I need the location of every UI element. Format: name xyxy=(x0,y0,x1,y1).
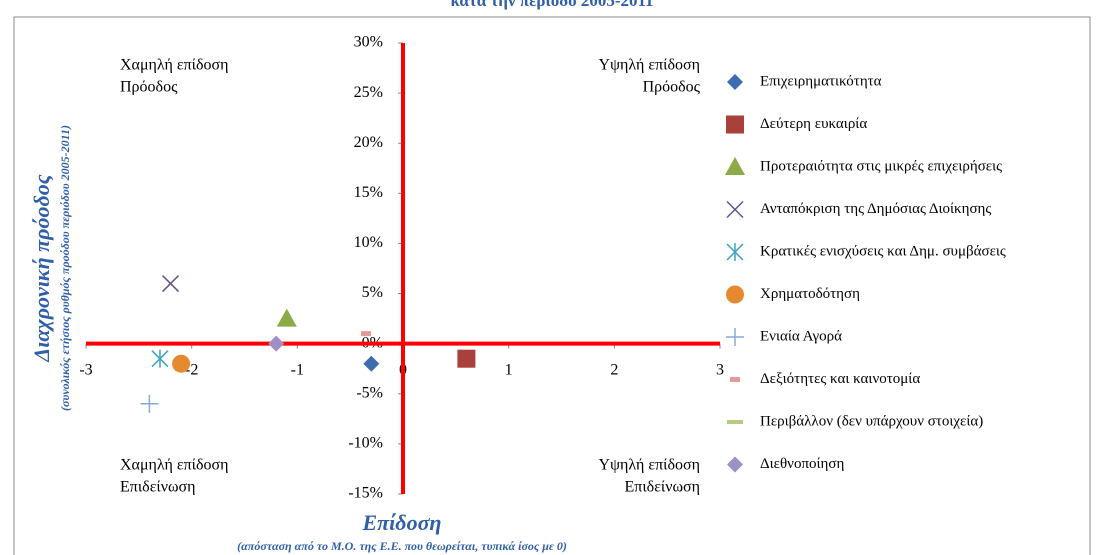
legend-label: Επιχειρηματικότητα xyxy=(760,73,882,89)
quadrant-label: Πρόοδος xyxy=(643,79,701,96)
legend-marker xyxy=(726,115,744,134)
legend-label: Δεύτερη ευκαιρία xyxy=(760,116,867,132)
marker-part xyxy=(727,456,743,473)
point xyxy=(151,349,169,368)
legend-label: Περιβάλλον (δεν υπάρχουν στοιχεία) xyxy=(760,413,983,429)
x-tick-label: -1 xyxy=(291,361,304,378)
y-tick-label: 10% xyxy=(354,234,383,251)
quadrant-label: Χαμηλή επίδοση xyxy=(120,57,229,74)
y-tick-label: 15% xyxy=(354,184,383,201)
y-tick-label: -10% xyxy=(348,435,383,452)
marker-part xyxy=(726,285,744,304)
y-tick-label: -15% xyxy=(348,485,383,502)
y-tick-label: -5% xyxy=(356,384,383,401)
y-tick-label: 20% xyxy=(354,134,383,151)
marker-part xyxy=(276,308,297,327)
marker-part xyxy=(726,200,744,219)
legend-label: Ανταπόκριση της Δημόσιας Διοίκησης xyxy=(760,201,991,217)
x-tick-label: -3 xyxy=(79,361,92,378)
marker-part xyxy=(162,275,180,293)
point xyxy=(276,308,297,327)
y-tick-label: 25% xyxy=(354,84,383,101)
x-tick-label: 2 xyxy=(610,361,618,378)
marker-part xyxy=(727,420,743,424)
legend-marker xyxy=(727,456,743,473)
quadrant-label: Επιδείνωση xyxy=(625,479,700,496)
x-tick-label: 1 xyxy=(505,361,513,378)
legend-label: Κρατικές ενισχύσεις και Δημ. συμβάσεις xyxy=(760,243,1006,259)
x-axis-title: Επίδοση xyxy=(362,510,442,535)
legend-marker xyxy=(726,200,744,219)
marker-part xyxy=(725,157,745,175)
legend-label: Διεθνοποίηση xyxy=(760,456,844,472)
point xyxy=(363,355,380,372)
quadrant-label: Πρόοδος xyxy=(120,79,178,96)
point xyxy=(172,354,191,373)
point xyxy=(457,349,476,368)
legend-label: Χρηματοδότηση xyxy=(760,286,860,302)
marker-part xyxy=(363,355,380,372)
legend-marker xyxy=(727,420,743,424)
legend-marker xyxy=(727,74,743,90)
point xyxy=(361,331,372,337)
chart-frame xyxy=(13,16,1091,555)
point xyxy=(162,275,180,293)
marker-part xyxy=(457,349,476,368)
x-tick-label: 3 xyxy=(716,361,724,378)
y-axis-subtitle: (συνολικός ετήσιος ρυθμός προόδου περιόδ… xyxy=(58,125,72,411)
legend-marker xyxy=(726,285,744,304)
chart-title: κατά την περίοδο 2005-2011 xyxy=(450,0,653,10)
marker-part xyxy=(172,354,191,373)
legend-label: Προτεραιότητα στις μικρές επιχειρήσεις xyxy=(760,158,1002,174)
legend-marker xyxy=(730,377,740,382)
quadrant-label: Υψηλή επίδοση xyxy=(598,457,700,474)
quadrant-label: Υψηλή επίδοση xyxy=(598,57,700,74)
marker-part xyxy=(361,331,372,337)
y-tick-label: 5% xyxy=(362,284,383,301)
legend-label: Δεξιότητες και καινοτομία xyxy=(760,371,920,387)
legend-label: Ενιαία Αγορά xyxy=(760,328,842,344)
point xyxy=(140,394,159,413)
quadrant-label: Χαμηλή επίδοση xyxy=(120,457,229,474)
marker-part xyxy=(268,335,285,352)
marker-part xyxy=(726,115,744,134)
point xyxy=(268,335,285,352)
quadrant-label: Επιδείνωση xyxy=(120,479,195,496)
x-axis-subtitle: (απόσταση από το Μ.Ο. της Ε.Ε. που θεωρε… xyxy=(237,539,567,553)
y-tick-label: 30% xyxy=(354,34,383,51)
legend-marker xyxy=(725,157,745,175)
y-axis-title: Διαχρονική πρόοδος xyxy=(29,174,54,362)
legend-marker xyxy=(726,243,744,261)
marker-part xyxy=(730,377,740,382)
legend-marker xyxy=(726,328,744,346)
marker-part xyxy=(727,74,743,90)
